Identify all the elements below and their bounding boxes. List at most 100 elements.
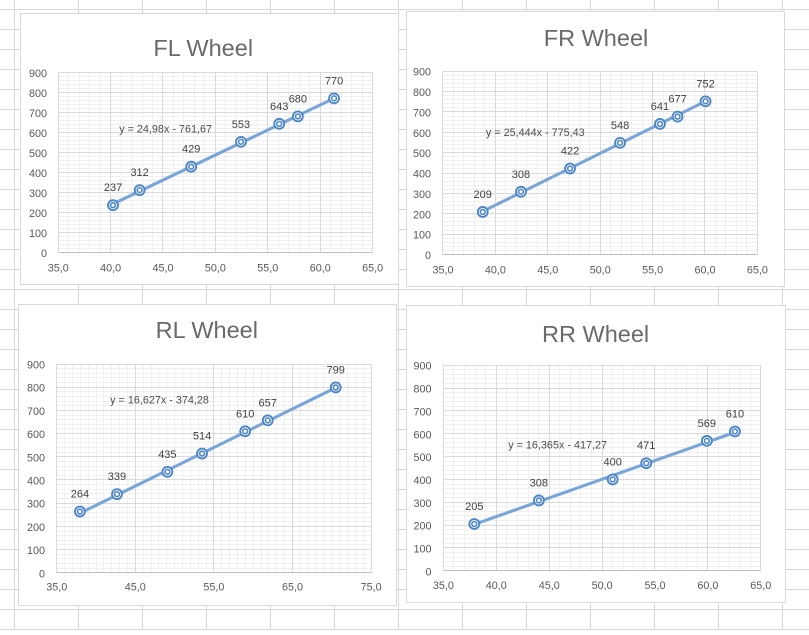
svg-text:55,0: 55,0 (642, 265, 663, 277)
svg-text:641: 641 (651, 101, 669, 113)
svg-text:400: 400 (29, 168, 47, 180)
svg-text:55,0: 55,0 (203, 582, 224, 594)
svg-text:600: 600 (413, 429, 431, 441)
svg-text:471: 471 (637, 440, 655, 452)
svg-text:50,0: 50,0 (592, 580, 613, 592)
svg-text:700: 700 (27, 406, 45, 418)
svg-text:548: 548 (611, 120, 629, 132)
svg-text:700: 700 (413, 406, 431, 418)
svg-text:600: 600 (29, 128, 47, 140)
svg-text:700: 700 (413, 107, 431, 119)
svg-text:300: 300 (413, 498, 431, 510)
svg-text:FL Wheel: FL Wheel (153, 35, 253, 61)
svg-text:312: 312 (130, 167, 148, 179)
svg-text:680: 680 (289, 93, 307, 105)
svg-text:643: 643 (270, 101, 288, 113)
svg-text:657: 657 (259, 397, 277, 409)
svg-text:429: 429 (182, 144, 200, 156)
svg-text:45,0: 45,0 (125, 582, 146, 594)
svg-text:422: 422 (561, 146, 579, 158)
svg-text:200: 200 (413, 209, 431, 221)
svg-text:RL Wheel: RL Wheel (156, 317, 258, 343)
svg-text:55,0: 55,0 (644, 580, 665, 592)
svg-text:100: 100 (27, 545, 45, 557)
svg-text:400: 400 (604, 456, 622, 468)
svg-text:308: 308 (512, 169, 530, 181)
svg-text:FR Wheel: FR Wheel (544, 25, 648, 51)
svg-text:40,0: 40,0 (100, 263, 121, 275)
svg-text:500: 500 (27, 452, 45, 464)
svg-text:200: 200 (27, 522, 45, 534)
svg-text:0: 0 (425, 250, 431, 262)
svg-text:400: 400 (413, 169, 431, 181)
svg-text:200: 200 (413, 521, 431, 533)
svg-text:800: 800 (413, 87, 431, 99)
svg-text:677: 677 (668, 94, 686, 106)
svg-text:40,0: 40,0 (485, 265, 506, 277)
svg-text:50,0: 50,0 (590, 265, 611, 277)
svg-text:900: 900 (413, 67, 431, 79)
svg-text:60,0: 60,0 (697, 580, 718, 592)
svg-text:800: 800 (29, 88, 47, 100)
svg-text:100: 100 (413, 230, 431, 242)
svg-text:65,0: 65,0 (362, 263, 383, 275)
svg-text:500: 500 (29, 148, 47, 160)
svg-text:75,0: 75,0 (361, 582, 382, 594)
svg-text:40,0: 40,0 (486, 580, 507, 592)
svg-text:900: 900 (27, 360, 45, 372)
svg-text:600: 600 (27, 429, 45, 441)
svg-text:45,0: 45,0 (152, 263, 173, 275)
svg-text:35,0: 35,0 (46, 582, 67, 594)
svg-text:264: 264 (71, 489, 89, 501)
svg-text:610: 610 (236, 408, 254, 420)
svg-text:50,0: 50,0 (205, 263, 226, 275)
svg-text:300: 300 (27, 499, 45, 511)
svg-text:y = 16,365x - 417,27: y = 16,365x - 417,27 (508, 439, 607, 451)
svg-text:799: 799 (327, 364, 345, 376)
svg-text:610: 610 (726, 408, 744, 420)
svg-text:500: 500 (413, 148, 431, 160)
svg-text:752: 752 (696, 78, 714, 90)
svg-text:65,0: 65,0 (747, 265, 768, 277)
svg-text:0: 0 (425, 566, 431, 578)
svg-text:800: 800 (413, 384, 431, 396)
svg-text:60,0: 60,0 (694, 265, 715, 277)
svg-text:300: 300 (413, 189, 431, 201)
svg-text:60,0: 60,0 (310, 263, 331, 275)
svg-text:65,0: 65,0 (750, 580, 771, 592)
svg-text:600: 600 (413, 128, 431, 140)
svg-text:0: 0 (39, 568, 45, 580)
svg-text:0: 0 (41, 248, 47, 260)
svg-text:45,0: 45,0 (539, 580, 560, 592)
svg-text:900: 900 (413, 361, 431, 373)
svg-text:35,0: 35,0 (48, 263, 69, 275)
svg-text:y = 16,627x - 374,28: y = 16,627x - 374,28 (110, 395, 209, 407)
svg-text:65,0: 65,0 (282, 582, 303, 594)
svg-text:514: 514 (193, 431, 211, 443)
svg-text:200: 200 (29, 208, 47, 220)
svg-text:35,0: 35,0 (432, 265, 453, 277)
svg-text:55,0: 55,0 (257, 263, 278, 275)
svg-text:339: 339 (108, 471, 126, 483)
svg-text:900: 900 (29, 68, 47, 80)
svg-text:100: 100 (413, 543, 431, 555)
svg-text:500: 500 (413, 452, 431, 464)
svg-text:RR Wheel: RR Wheel (542, 321, 649, 347)
svg-text:435: 435 (158, 449, 176, 461)
svg-text:308: 308 (530, 477, 548, 489)
svg-text:770: 770 (325, 75, 343, 87)
svg-text:35,0: 35,0 (433, 580, 454, 592)
svg-text:209: 209 (474, 189, 492, 201)
svg-text:700: 700 (29, 108, 47, 120)
svg-text:300: 300 (29, 188, 47, 200)
svg-text:800: 800 (27, 383, 45, 395)
svg-text:y = 24,98x - 761,67: y = 24,98x - 761,67 (119, 123, 212, 135)
svg-text:205: 205 (465, 501, 483, 513)
svg-text:553: 553 (232, 119, 250, 131)
svg-text:400: 400 (27, 476, 45, 488)
svg-text:45,0: 45,0 (537, 265, 558, 277)
svg-text:569: 569 (698, 418, 716, 430)
svg-text:y = 25,444x - 775,43: y = 25,444x - 775,43 (486, 127, 585, 139)
svg-text:400: 400 (413, 475, 431, 487)
svg-text:237: 237 (104, 182, 122, 194)
